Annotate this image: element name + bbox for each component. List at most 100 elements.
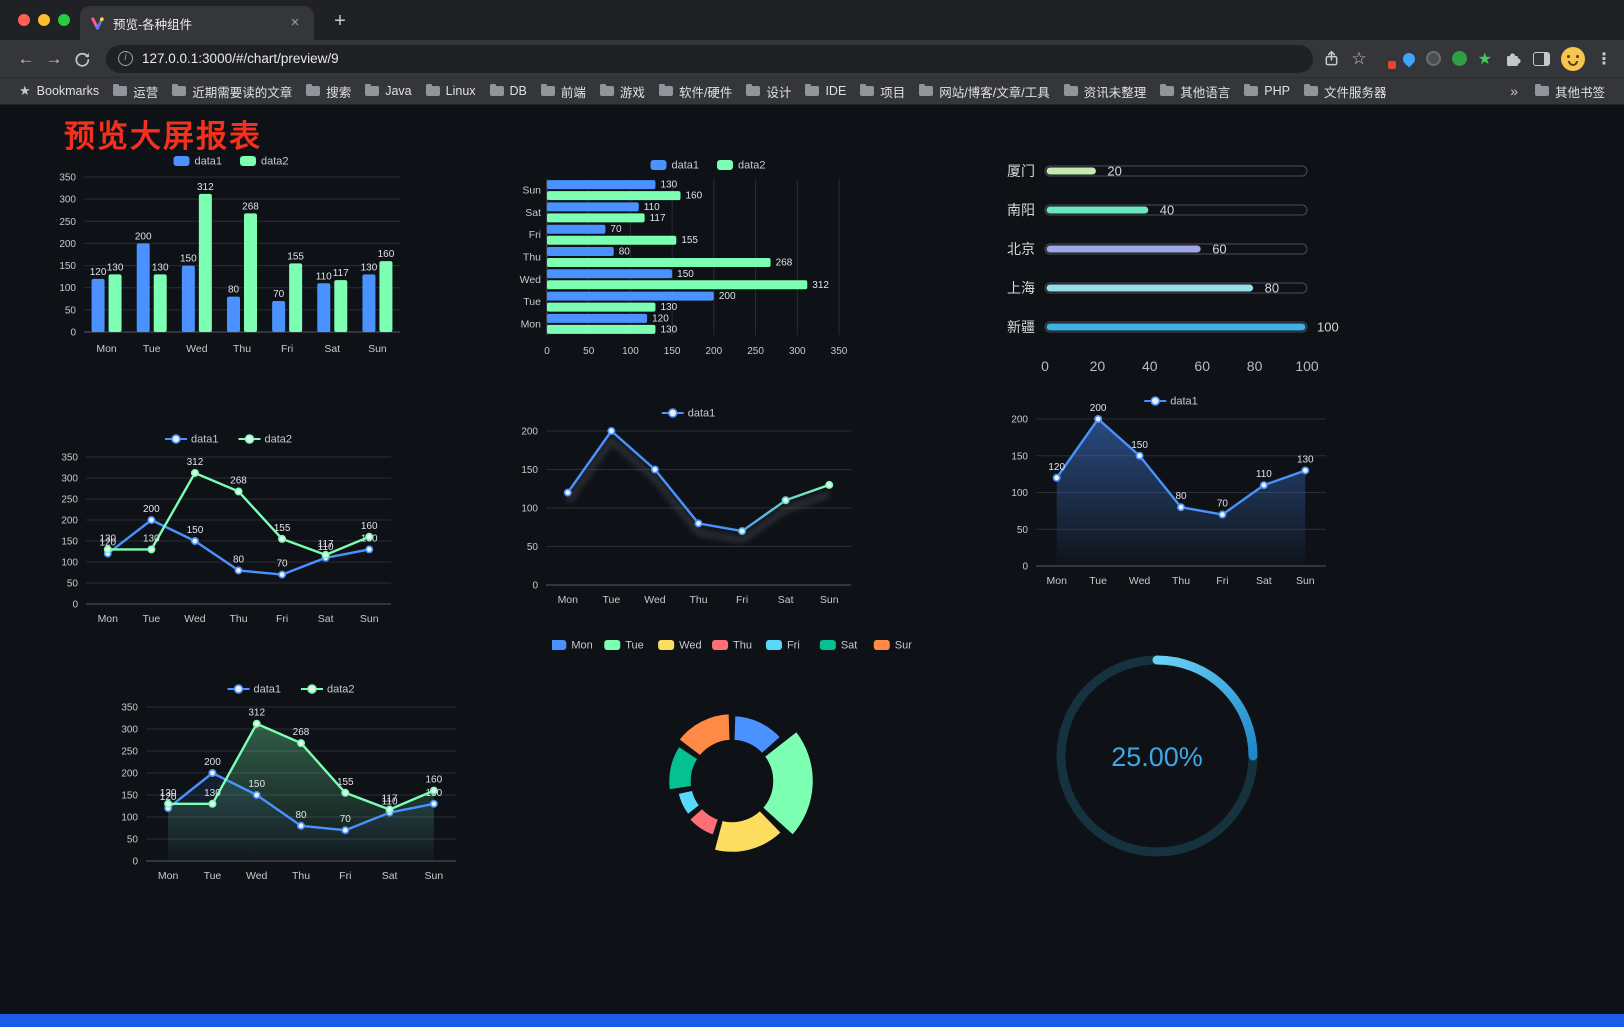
svg-text:70: 70 <box>340 814 352 825</box>
svg-text:200: 200 <box>121 769 138 780</box>
blue-pin-extension-icon[interactable] <box>1400 50 1418 67</box>
new-tab-button[interactable]: + <box>334 10 346 32</box>
bookmark-item[interactable]: 项目 <box>853 80 912 103</box>
svg-text:250: 250 <box>61 495 78 506</box>
chart-two-series-line[interactable]: data1 data2 0 50 100 150 200 250 300 350 Mon Tue Wed… <box>40 427 405 637</box>
svg-text:Sun: Sun <box>895 640 912 652</box>
svg-text:200: 200 <box>521 427 538 438</box>
folder-icon <box>172 83 187 96</box>
bookmark-label: DB <box>509 84 527 98</box>
minimize-window-button[interactable] <box>38 14 50 26</box>
svg-text:150: 150 <box>1131 440 1148 451</box>
svg-text:20: 20 <box>1090 358 1106 374</box>
bookmarks-overflow-icon[interactable]: » <box>1510 83 1518 99</box>
svg-text:150: 150 <box>187 525 204 536</box>
close-window-button[interactable] <box>18 14 30 26</box>
folder-icon <box>599 83 614 96</box>
svg-text:Tue: Tue <box>625 640 644 652</box>
star-icon: ★ <box>19 83 31 98</box>
bookmark-item[interactable]: Java <box>358 80 418 103</box>
back-icon[interactable]: ← <box>17 48 35 68</box>
profile-avatar[interactable] <box>1561 46 1585 71</box>
chart-grouped-bar-horizontal[interactable]: data1 data2 0 50 100 150 200 250 300 350 Sun 130 160… <box>505 153 885 370</box>
svg-text:60: 60 <box>1212 242 1226 257</box>
browser-tab[interactable]: 预览-各种组件 × <box>80 6 314 40</box>
bookmark-item[interactable]: 设计 <box>739 80 798 103</box>
bookmark-item[interactable]: PHP <box>1237 80 1297 103</box>
chart-single-line-gradient[interactable]: data1 0 50 100 150 200 Mon Tue Wed Thu Fri Sat Sun <box>500 401 865 618</box>
svg-text:150: 150 <box>677 269 694 280</box>
bookmark-item[interactable]: 前端 <box>534 80 593 103</box>
svg-text:110: 110 <box>382 797 398 808</box>
bookmarks-manager-item[interactable]: ★ Bookmarks <box>12 81 106 101</box>
folder-icon <box>540 83 555 96</box>
bookmark-label: 文件服务器 <box>1323 85 1387 100</box>
green-star-extension-icon[interactable]: ★ <box>1477 50 1492 68</box>
svg-text:268: 268 <box>776 258 793 269</box>
share-icon[interactable] <box>1323 50 1340 67</box>
svg-text:155: 155 <box>287 251 304 262</box>
folder-icon <box>489 83 504 96</box>
chart-grouped-bar[interactable]: data1 data2 0 50 100 150 200 250 300 350 Mon Tue Wed… <box>38 149 408 369</box>
chart-progress-gauge[interactable]: 25.00% <box>1050 647 1265 870</box>
svg-text:312: 312 <box>248 708 265 719</box>
svg-text:50: 50 <box>65 305 77 316</box>
bookmark-item[interactable]: 文件服务器 <box>1297 80 1394 103</box>
bookmark-star-icon[interactable]: ☆ <box>1351 48 1367 68</box>
svg-text:200: 200 <box>706 346 723 357</box>
svg-text:80: 80 <box>1175 491 1187 502</box>
chart-progress-bars[interactable]: 厦门 20 南阳 40 北京 60 上海 80 新疆 100 0 20 40 60 80 100 <box>995 151 1355 384</box>
bookmark-folder-list: 运营 近期需要读的文章 搜索 Java Linux DB 前端 游戏 软件/硬件 设计 IDE 项目 网… <box>106 80 1500 103</box>
svg-text:100: 100 <box>622 346 639 357</box>
address-bar[interactable]: i 127.0.0.1:3000/#/chart/preview/9 <box>106 44 1314 73</box>
bookmark-item[interactable]: 其他语言 <box>1153 80 1237 103</box>
bookmark-item[interactable]: 近期需要读的文章 <box>165 80 299 103</box>
bookmark-item[interactable]: 游戏 <box>593 80 652 103</box>
svg-text:25.00%: 25.00% <box>1111 742 1203 772</box>
other-bookmarks-folder[interactable]: 其他书签 <box>1528 80 1612 103</box>
svg-text:Wed: Wed <box>520 274 542 286</box>
svg-text:Wed: Wed <box>644 594 666 606</box>
forward-icon[interactable]: → <box>45 48 63 68</box>
svg-text:20: 20 <box>1107 164 1121 179</box>
chart-two-series-area[interactable]: data1 data2 0 50 100 150 200 250 300 350 Mon Tue Wed… <box>100 677 470 894</box>
colorful-grid-extension-icon[interactable] <box>1378 52 1396 69</box>
bookmark-item[interactable]: 网站/博客/文章/工具 <box>912 80 1056 103</box>
bookmark-item[interactable]: IDE <box>798 80 853 103</box>
svg-text:120: 120 <box>160 792 177 803</box>
svg-text:200: 200 <box>135 231 152 242</box>
side-panel-icon[interactable] <box>1533 51 1550 66</box>
site-info-icon[interactable]: i <box>118 51 133 66</box>
green-circle-extension-icon[interactable] <box>1451 51 1467 66</box>
svg-text:Sun: Sun <box>820 594 839 606</box>
zoom-window-button[interactable] <box>58 14 70 26</box>
menu-icon[interactable]: ⋮ <box>1596 50 1612 68</box>
bookmark-item[interactable]: DB <box>483 80 534 103</box>
svg-text:150: 150 <box>664 346 681 357</box>
bookmark-item[interactable]: 运营 <box>106 80 165 103</box>
svg-text:Thu: Thu <box>233 343 251 355</box>
svg-text:100: 100 <box>59 283 76 294</box>
bookmark-item[interactable]: 搜索 <box>299 80 358 103</box>
svg-text:50: 50 <box>583 346 595 357</box>
svg-text:Tue: Tue <box>143 343 161 355</box>
bookmark-item[interactable]: 软件/硬件 <box>652 80 739 103</box>
svg-text:Sun: Sun <box>425 870 444 882</box>
close-tab-icon[interactable]: × <box>290 14 300 31</box>
svg-text:150: 150 <box>521 465 538 476</box>
svg-text:150: 150 <box>1011 451 1028 462</box>
chart-rose-donut-pie[interactable]: Mon Tue Wed Thu Fri Sat Sun <box>550 633 914 883</box>
svg-text:200: 200 <box>204 757 221 768</box>
puzzle-extensions-icon[interactable] <box>1503 49 1522 68</box>
svg-text:160: 160 <box>685 191 702 202</box>
svg-text:北京: 北京 <box>1007 241 1035 257</box>
bookmark-item[interactable]: 资讯未整理 <box>1057 80 1154 103</box>
svg-text:50: 50 <box>527 542 539 553</box>
dark-circle-extension-icon[interactable] <box>1425 51 1441 66</box>
svg-text:130: 130 <box>152 262 169 273</box>
svg-text:0: 0 <box>1022 562 1028 573</box>
svg-text:300: 300 <box>789 346 806 357</box>
bookmark-item[interactable]: Linux <box>419 80 483 103</box>
chart-single-line-area[interactable]: data1 0 50 100 150 200 Mon Tue Wed Thu Fri Sat Sun 12… <box>990 389 1340 599</box>
reload-icon[interactable] <box>68 45 96 73</box>
